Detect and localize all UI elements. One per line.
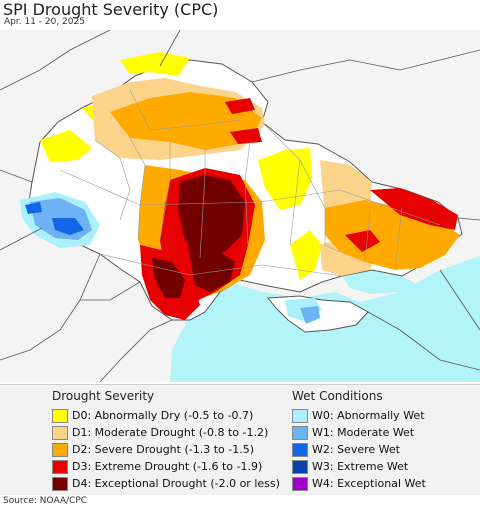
wet-legend-label: W4: Exceptional Wet xyxy=(312,477,426,490)
drought-map xyxy=(0,30,480,382)
wet-swatch-w2 xyxy=(292,442,308,457)
drought-legend-label: D2: Severe Drought (-1.3 to -1.5) xyxy=(72,443,255,456)
crimea-wet-moderate xyxy=(300,306,320,324)
drought-legend-title: Drought Severity xyxy=(52,389,155,403)
d2-area-north xyxy=(110,92,262,150)
d0-area-north xyxy=(120,52,190,76)
country-borders xyxy=(0,30,480,382)
wet-legend-label: W3: Extreme Wet xyxy=(312,460,409,473)
drought-swatch-d3 xyxy=(52,459,68,474)
map-title: SPI Drought Severity (CPC) xyxy=(3,0,219,19)
w2-area-west2 xyxy=(25,202,42,214)
drought-legend-label: D0: Abnormally Dry (-0.5 to -0.7) xyxy=(72,409,254,422)
oblast-borders xyxy=(59,89,441,277)
wet-legend-title: Wet Conditions xyxy=(292,389,383,403)
d0-area-central xyxy=(258,148,312,210)
drought-swatch-d0 xyxy=(52,408,68,423)
sea-of-azov xyxy=(342,270,418,294)
wet-legend-item-w3: W3: Extreme Wet xyxy=(292,458,426,475)
d4-area-central xyxy=(178,175,245,258)
wet-legend-label: W2: Severe Wet xyxy=(312,443,400,456)
d3-area-east xyxy=(370,188,458,230)
wet-swatch-w4 xyxy=(292,476,308,491)
wet-legend-item-w0: W0: Abnormally Wet xyxy=(292,407,426,424)
wet-legend-label: W1: Moderate Wet xyxy=(312,426,415,439)
d4-area-south xyxy=(188,245,235,292)
drought-legend-item-d2: D2: Severe Drought (-1.3 to -1.5) xyxy=(52,441,280,458)
drought-legend-item-d0: D0: Abnormally Dry (-0.5 to -0.7) xyxy=(52,407,280,424)
drought-swatch-d1 xyxy=(52,425,68,440)
drought-legend-label: D3: Extreme Drought (-1.6 to -1.9) xyxy=(72,460,263,473)
w2-area-west xyxy=(52,218,84,235)
date-range: Apr. 11 - 20, 2025 xyxy=(4,17,85,27)
wet-legend-item-w2: W2: Severe Wet xyxy=(292,441,426,458)
drought-legend-label: D4: Exceptional Drought (-2.0 or less) xyxy=(72,477,280,490)
wet-legend-label: W0: Abnormally Wet xyxy=(312,409,425,422)
wet-legend-item-w4: W4: Exceptional Wet xyxy=(292,475,426,492)
d3-area-southeast xyxy=(345,230,380,252)
drought-legend-item-d4: D4: Exceptional Drought (-2.0 or less) xyxy=(52,475,280,492)
drought-swatch-d4 xyxy=(52,476,68,491)
wet-legend-item-w1: W1: Moderate Wet xyxy=(292,424,426,441)
d0-area-south xyxy=(290,230,322,280)
wet-swatch-w1 xyxy=(292,425,308,440)
drought-legend-item-d1: D1: Moderate Drought (-0.8 to -1.2) xyxy=(52,424,280,441)
drought-legend: Drought Severity D0: Abnormally Dry (-0.… xyxy=(52,389,280,492)
d3-area-northeast xyxy=(230,128,262,144)
wet-legend: Wet Conditions W0: Abnormally Wet W1: Mod… xyxy=(292,389,426,492)
wet-swatch-w3 xyxy=(292,459,308,474)
d3-area-north xyxy=(225,98,255,114)
d0-area-west xyxy=(40,130,92,162)
drought-legend-label: D1: Moderate Drought (-0.8 to -1.2) xyxy=(72,426,269,439)
wet-swatch-w0 xyxy=(292,408,308,423)
legend-panel: Drought Severity D0: Abnormally Dry (-0.… xyxy=(0,384,480,495)
source-note: Source: NOAA/CPC xyxy=(3,496,88,506)
drought-legend-item-d3: D3: Extreme Drought (-1.6 to -1.9) xyxy=(52,458,280,475)
drought-swatch-d2 xyxy=(52,442,68,457)
